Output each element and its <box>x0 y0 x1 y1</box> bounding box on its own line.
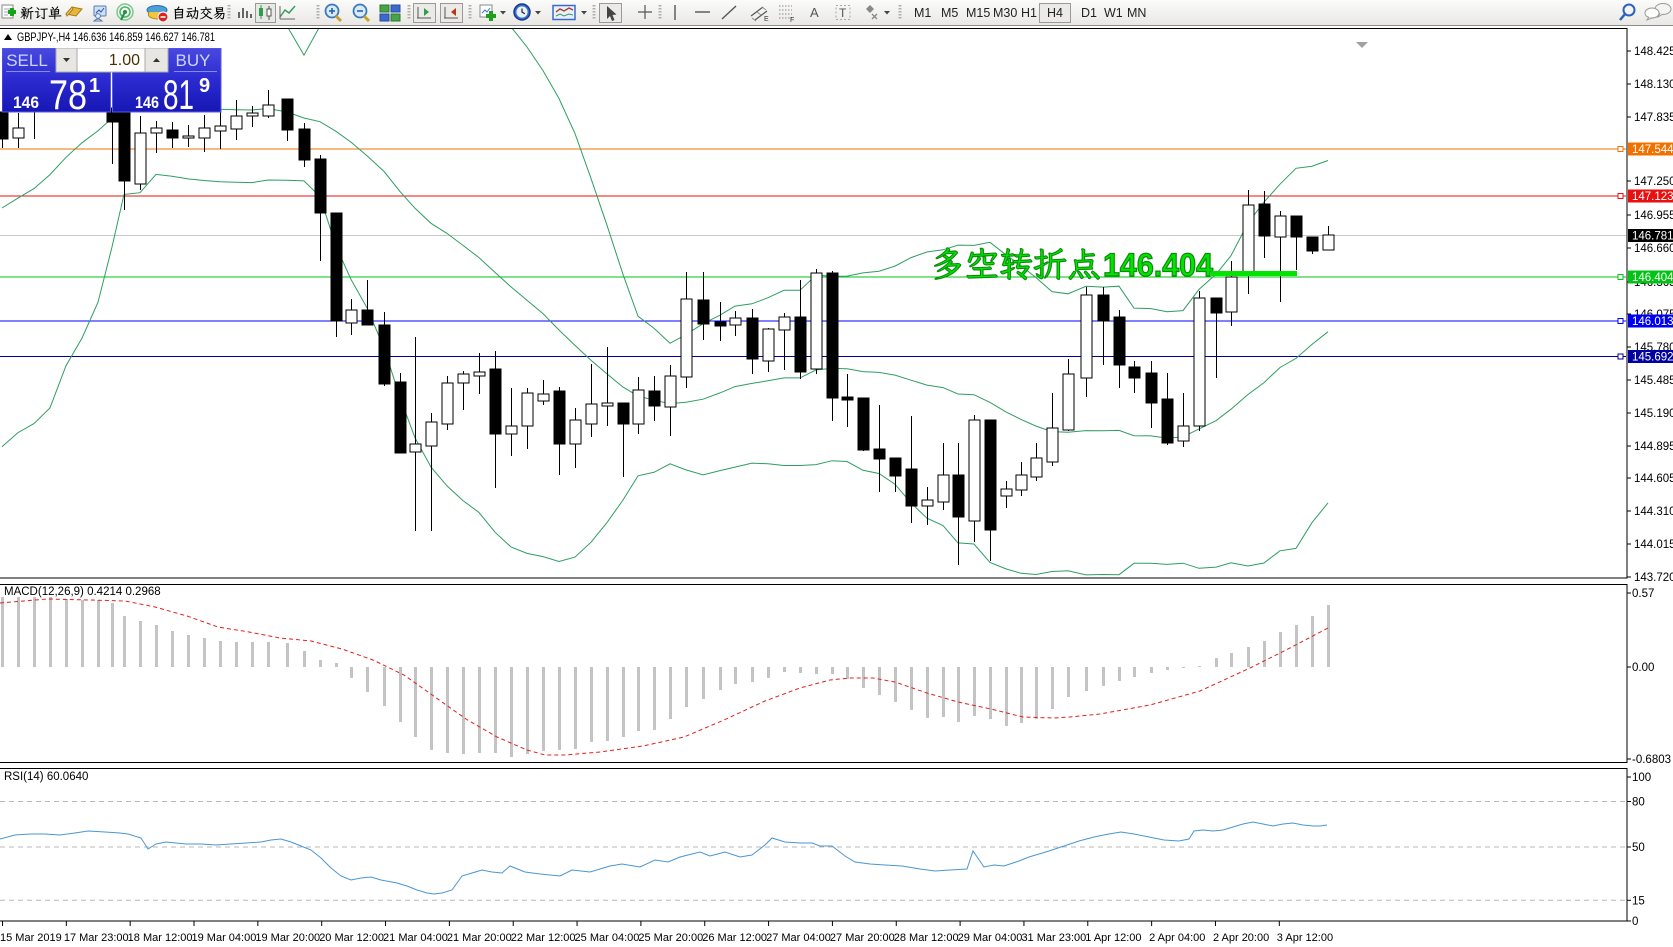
svg-text:H1: H1 <box>1021 6 1037 20</box>
svg-text:0: 0 <box>1632 916 1638 928</box>
svg-text:15: 15 <box>1632 895 1645 907</box>
svg-text:50: 50 <box>1632 842 1645 854</box>
svg-text:26 Mar 12:00: 26 Mar 12:00 <box>702 932 767 944</box>
svg-text:147.123: 147.123 <box>1632 191 1673 203</box>
svg-text:F: F <box>790 17 794 24</box>
svg-text:22 Mar 12:00: 22 Mar 12:00 <box>511 932 576 944</box>
svg-text:145.190: 145.190 <box>1634 408 1673 420</box>
svg-text:147.544: 147.544 <box>1632 144 1673 156</box>
svg-text:25 Mar 20:00: 25 Mar 20:00 <box>638 932 703 944</box>
svg-text:19 Mar 20:00: 19 Mar 20:00 <box>255 932 320 944</box>
svg-text:20 Mar 12:00: 20 Mar 12:00 <box>319 932 384 944</box>
svg-text:25 Mar 04:00: 25 Mar 04:00 <box>575 932 640 944</box>
svg-text:M1: M1 <box>914 6 931 20</box>
svg-text:146.404: 146.404 <box>1103 247 1213 283</box>
svg-text:17 Mar 23:00: 17 Mar 23:00 <box>64 932 129 944</box>
svg-text:0.00: 0.00 <box>1632 662 1654 674</box>
svg-text:3 Apr 12:00: 3 Apr 12:00 <box>1277 932 1333 944</box>
svg-text:D1: D1 <box>1081 6 1097 20</box>
svg-text:18 Mar 12:00: 18 Mar 12:00 <box>128 932 193 944</box>
svg-text:81: 81 <box>163 71 194 113</box>
svg-text:0.57: 0.57 <box>1632 588 1654 600</box>
svg-text:80: 80 <box>1632 797 1645 809</box>
svg-text:E: E <box>764 16 769 23</box>
svg-text:M30: M30 <box>993 6 1017 20</box>
svg-text:2 Apr 20:00: 2 Apr 20:00 <box>1213 932 1269 944</box>
svg-text:100: 100 <box>1632 772 1651 784</box>
svg-text:M5: M5 <box>941 6 958 20</box>
svg-text:146.660: 146.660 <box>1634 243 1673 255</box>
svg-text:W1: W1 <box>1104 6 1123 20</box>
svg-text:146: 146 <box>135 93 159 112</box>
svg-text:27 Mar 20:00: 27 Mar 20:00 <box>830 932 895 944</box>
svg-text:H4: H4 <box>1047 6 1063 20</box>
svg-text:15 Mar 2019: 15 Mar 2019 <box>0 932 62 944</box>
svg-text:MACD(12,26,9) 0.4214 0.2968: MACD(12,26,9) 0.4214 0.2968 <box>4 586 161 598</box>
svg-text:27 Mar 04:00: 27 Mar 04:00 <box>766 932 831 944</box>
svg-text:21 Mar 04:00: 21 Mar 04:00 <box>383 932 448 944</box>
svg-text:29 Mar 04:00: 29 Mar 04:00 <box>958 932 1023 944</box>
svg-text:1.00: 1.00 <box>109 52 140 69</box>
svg-text:147.835: 147.835 <box>1634 112 1673 124</box>
svg-text:144.605: 144.605 <box>1634 473 1673 485</box>
svg-text:144.895: 144.895 <box>1634 441 1673 453</box>
svg-text:146.404: 146.404 <box>1632 272 1673 284</box>
svg-text:MN: MN <box>1127 6 1146 20</box>
svg-text:145.692: 145.692 <box>1632 352 1673 364</box>
svg-text:148.130: 148.130 <box>1634 79 1673 91</box>
svg-text:146.781: 146.781 <box>1632 231 1673 243</box>
svg-text:144.310: 144.310 <box>1634 506 1673 518</box>
svg-text:146.013: 146.013 <box>1632 316 1673 328</box>
svg-text:A: A <box>810 5 819 20</box>
svg-text:1 Apr 12:00: 1 Apr 12:00 <box>1085 932 1141 944</box>
svg-text:19 Mar 04:00: 19 Mar 04:00 <box>192 932 257 944</box>
svg-text:2 Apr 04:00: 2 Apr 04:00 <box>1149 932 1205 944</box>
svg-text:-0.6803: -0.6803 <box>1632 754 1671 766</box>
svg-text:M15: M15 <box>966 6 990 20</box>
svg-text:28 Mar 12:00: 28 Mar 12:00 <box>894 932 959 944</box>
svg-text:1: 1 <box>89 75 100 97</box>
svg-text:148.425: 148.425 <box>1634 46 1673 58</box>
svg-text:145.485: 145.485 <box>1634 375 1673 387</box>
svg-text:146.955: 146.955 <box>1634 210 1673 222</box>
svg-text:144.015: 144.015 <box>1634 539 1673 551</box>
svg-text:SELL: SELL <box>6 51 48 70</box>
svg-text:143.720: 143.720 <box>1634 572 1673 584</box>
svg-text:GBPJPY-,H4 146.636 146.859 14: GBPJPY-,H4 146.636 146.859 146.627 146.7… <box>17 30 215 44</box>
svg-text:RSI(14) 60.0640: RSI(14) 60.0640 <box>4 771 88 783</box>
svg-text:BUY: BUY <box>176 51 211 70</box>
svg-text:T: T <box>839 6 847 20</box>
svg-text:9: 9 <box>199 75 210 97</box>
svg-text:78: 78 <box>49 71 87 113</box>
svg-text:21 Mar 20:00: 21 Mar 20:00 <box>447 932 512 944</box>
svg-text:146: 146 <box>13 93 39 112</box>
svg-text:147.250: 147.250 <box>1634 176 1673 188</box>
svg-text:31 Mar 23:00: 31 Mar 23:00 <box>1021 932 1086 944</box>
